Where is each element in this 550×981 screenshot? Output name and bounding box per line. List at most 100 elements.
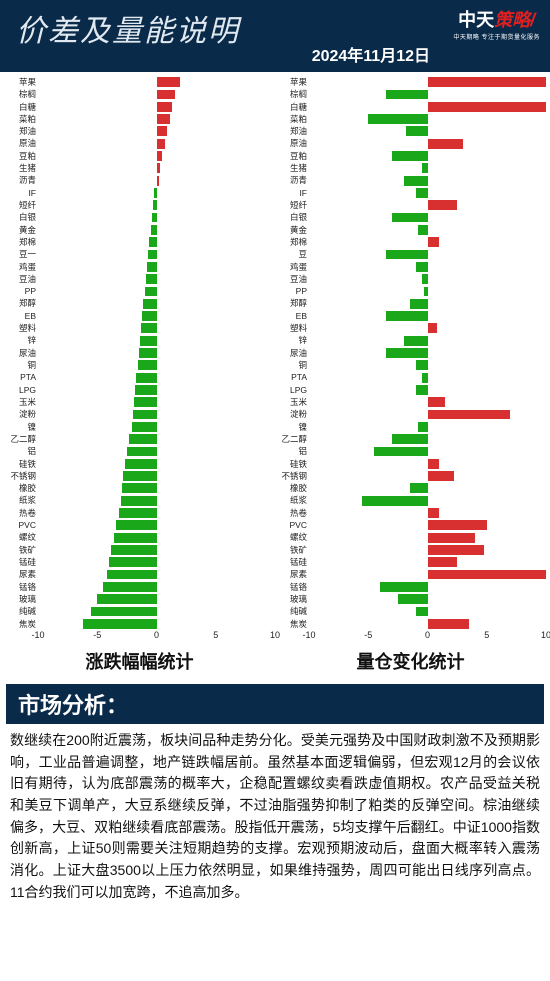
axis-tick: 10 bbox=[541, 630, 550, 640]
bar bbox=[422, 163, 428, 173]
bar bbox=[368, 114, 427, 124]
chart-row: 鸡蛋 bbox=[275, 261, 546, 273]
bar-label: 纯碱 bbox=[275, 607, 309, 616]
bar bbox=[398, 594, 428, 604]
bar bbox=[392, 434, 428, 444]
bar-label: 乙二醇 bbox=[4, 435, 38, 444]
bar bbox=[91, 607, 156, 617]
bar-label: 锰硅 bbox=[275, 558, 309, 567]
bar-label: 郑棉 bbox=[4, 238, 38, 247]
bar-label: 铁矿 bbox=[4, 546, 38, 555]
chart-row: 纯碱 bbox=[275, 605, 546, 617]
chart-row: 短纤 bbox=[275, 199, 546, 211]
chart-row: 锌 bbox=[4, 335, 275, 347]
chart-row: 豆粕 bbox=[275, 150, 546, 162]
chart-row: 原油 bbox=[275, 138, 546, 150]
chart-row: 不锈钢 bbox=[275, 470, 546, 482]
bar bbox=[428, 557, 458, 567]
bar-label: 橡胶 bbox=[275, 484, 309, 493]
bar-label: 沥青 bbox=[275, 176, 309, 185]
chart-row: 镍 bbox=[4, 421, 275, 433]
chart-row: 菜粕 bbox=[4, 113, 275, 125]
chart-row: 棕榈 bbox=[275, 88, 546, 100]
axis-tick: -5 bbox=[93, 630, 101, 640]
chart-right: 苹果棕榈白糖菜粕郑油原油豆粕生猪沥青IF短纤白银黄金郑棉豆鸡蛋豆油PP郑醇EB塑… bbox=[275, 76, 546, 682]
bar-label: 棕榈 bbox=[4, 90, 38, 99]
bar bbox=[151, 225, 157, 235]
bar bbox=[109, 557, 156, 567]
bar-label: PVC bbox=[4, 521, 38, 530]
bar bbox=[157, 126, 168, 136]
chart-row: LPG bbox=[275, 384, 546, 396]
bar bbox=[157, 114, 170, 124]
axis-tick: -5 bbox=[364, 630, 372, 640]
axis-tick: 5 bbox=[213, 630, 218, 640]
chart-row: 镍 bbox=[275, 421, 546, 433]
chart-row: 白银 bbox=[275, 211, 546, 223]
chart-row: 尿素 bbox=[4, 568, 275, 580]
chart-row: 锰铬 bbox=[275, 581, 546, 593]
bar bbox=[111, 545, 156, 555]
chart-row: 豆油 bbox=[4, 273, 275, 285]
bar bbox=[135, 385, 156, 395]
analysis-text: 数继续在200附近震荡，板块间品种走势分化。受美元强势及中国财政刺激不及预期影响… bbox=[0, 726, 550, 908]
bar bbox=[428, 533, 475, 543]
chart-row: PTA bbox=[275, 371, 546, 383]
bar bbox=[410, 299, 428, 309]
bar-label: 尿素 bbox=[4, 570, 38, 579]
chart-row: 铁矿 bbox=[4, 544, 275, 556]
bar bbox=[416, 360, 428, 370]
bar-label: 尿油 bbox=[275, 349, 309, 358]
chart-row: 尿素 bbox=[275, 568, 546, 580]
bar bbox=[406, 126, 427, 136]
chart-left-plot: 苹果棕榈白糖菜粕郑油原油豆粕生猪沥青IF短纤白银黄金郑棉豆一鸡蛋豆油PP郑醇EB… bbox=[4, 76, 275, 630]
bar bbox=[153, 200, 157, 210]
chart-row: EB bbox=[275, 310, 546, 322]
bar-label: 热卷 bbox=[275, 509, 309, 518]
bar-label: 玉米 bbox=[4, 398, 38, 407]
bar bbox=[119, 508, 157, 518]
bar-label: IF bbox=[275, 189, 309, 198]
chart-row: 郑醇 bbox=[275, 298, 546, 310]
bar-label: 硅铁 bbox=[275, 460, 309, 469]
chart-row: 锰硅 bbox=[275, 556, 546, 568]
axis-tick: 0 bbox=[154, 630, 159, 640]
bar bbox=[157, 102, 172, 112]
bar-label: 原油 bbox=[275, 139, 309, 148]
bar-label: 短纤 bbox=[275, 201, 309, 210]
bar-label: PP bbox=[4, 287, 38, 296]
bar bbox=[392, 151, 428, 161]
bar-label: 白糖 bbox=[4, 103, 38, 112]
bar-label: 铝 bbox=[275, 447, 309, 456]
bar-label: PP bbox=[275, 287, 309, 296]
bar-label: 硅铁 bbox=[4, 460, 38, 469]
bar-label: 棕榈 bbox=[275, 90, 309, 99]
bar-label: 白银 bbox=[4, 213, 38, 222]
bar bbox=[374, 447, 427, 457]
axis-tick: -10 bbox=[31, 630, 44, 640]
bar-label: 豆粕 bbox=[4, 152, 38, 161]
section-header: 市场分析： bbox=[6, 684, 544, 724]
chart-row: 鸡蛋 bbox=[4, 261, 275, 273]
bar bbox=[428, 200, 458, 210]
bar-label: 橡胶 bbox=[4, 484, 38, 493]
chart-row: 铝 bbox=[4, 445, 275, 457]
chart-row: 郑棉 bbox=[4, 236, 275, 248]
bar bbox=[121, 496, 157, 506]
chart-row: 豆 bbox=[275, 248, 546, 260]
chart-row: 纸浆 bbox=[4, 495, 275, 507]
chart-left-title: 涨跌幅幅统计 bbox=[4, 646, 275, 682]
chart-row: 玻璃 bbox=[4, 593, 275, 605]
chart-row: 乙二醇 bbox=[4, 433, 275, 445]
chart-row: 生猪 bbox=[4, 162, 275, 174]
bar-label: 塑料 bbox=[4, 324, 38, 333]
chart-row: 郑醇 bbox=[4, 298, 275, 310]
bar-label: 黄金 bbox=[4, 226, 38, 235]
bar bbox=[362, 496, 427, 506]
chart-row: IF bbox=[4, 187, 275, 199]
chart-row: 沥青 bbox=[4, 174, 275, 186]
bar-label: 玻璃 bbox=[275, 595, 309, 604]
bar bbox=[116, 520, 156, 530]
bar bbox=[386, 311, 427, 321]
bar bbox=[428, 102, 547, 112]
